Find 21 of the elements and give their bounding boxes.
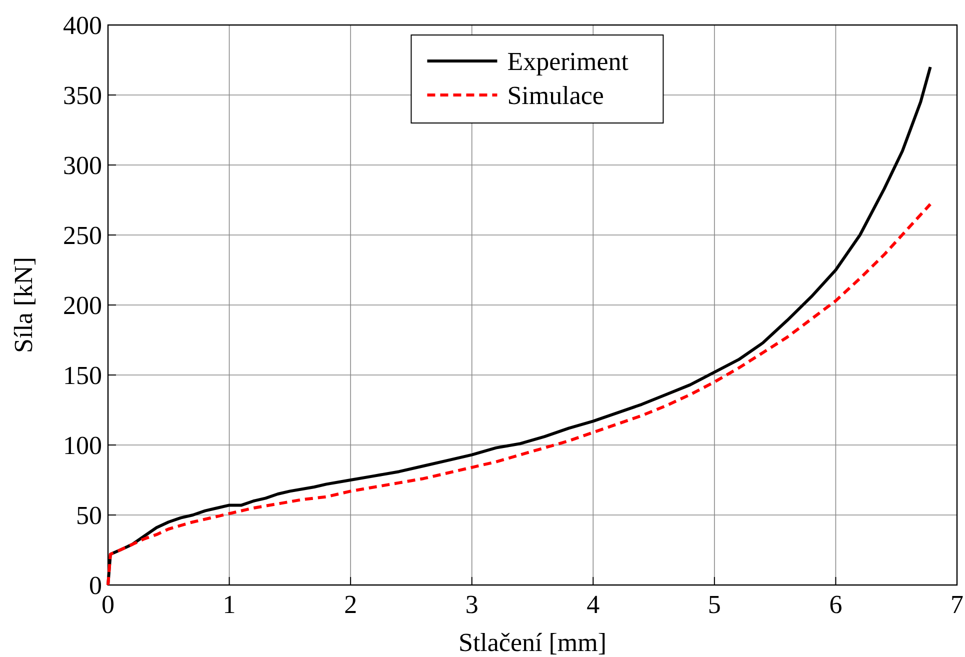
y-tick-label: 350 <box>63 81 102 110</box>
y-tick-label: 100 <box>63 431 102 460</box>
x-tick-label: 5 <box>708 590 721 619</box>
y-tick-label: 400 <box>63 11 102 40</box>
y-tick-label: 250 <box>63 221 102 250</box>
line-series <box>106 202 932 586</box>
y-tick-label: 200 <box>63 291 102 320</box>
y-tick-label: 150 <box>63 361 102 390</box>
x-tick-label: 2 <box>344 590 358 619</box>
y-tick-label: 50 <box>76 501 102 530</box>
y-axis-title: Síla [kN] <box>9 256 38 354</box>
x-tick-label: 1 <box>222 590 236 619</box>
x-tick-label: 4 <box>586 590 600 619</box>
y-tick-label: 300 <box>63 151 102 180</box>
x-tick-label: 3 <box>465 590 478 619</box>
legend-label: Simulace <box>507 81 604 110</box>
x-axis-title: Stlačení [mm] <box>458 628 607 657</box>
legend-label: Experiment <box>507 47 630 76</box>
x-tick-label: 6 <box>829 590 842 619</box>
x-tick-label: 7 <box>950 590 964 619</box>
y-tick-label: 0 <box>89 571 102 600</box>
